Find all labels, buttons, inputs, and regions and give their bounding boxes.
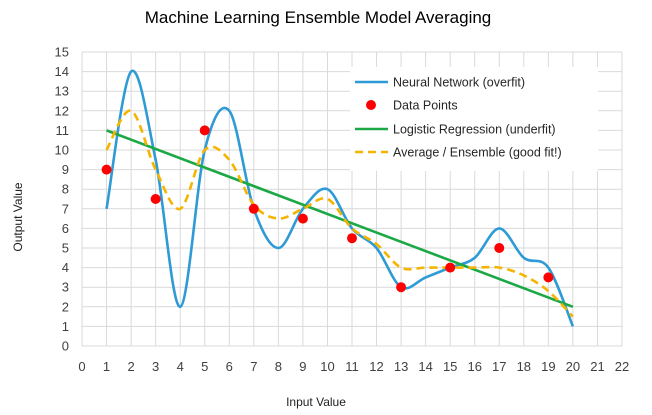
y-tick-label: 12 — [55, 103, 69, 118]
x-tick-label: 3 — [152, 359, 159, 374]
x-tick-label: 19 — [541, 359, 555, 374]
x-tick-labels: 0 1 2 3 4 5 6 7 8 9 10 11 12 13 14 15 16 17 18 19 20 21 22 — [78, 359, 629, 374]
x-tick-label: 14 — [418, 359, 432, 374]
x-tick-label: 22 — [615, 359, 629, 374]
y-tick-label: 8 — [62, 182, 69, 197]
data-point — [297, 213, 308, 224]
y-tick-label: 11 — [56, 123, 70, 138]
data-point — [347, 233, 357, 244]
x-tick-label: 12 — [369, 359, 383, 374]
x-tick-label: 7 — [250, 359, 257, 374]
data-point — [396, 282, 407, 293]
x-tick-label: 16 — [467, 359, 481, 374]
y-tick-label: 3 — [62, 280, 69, 295]
y-tick-label: 0 — [62, 339, 69, 354]
y-tick-label: 15 — [55, 45, 69, 60]
data-point — [248, 203, 259, 214]
series — [105, 69, 575, 327]
y-tick-label: 13 — [55, 84, 69, 99]
data-point — [101, 164, 112, 175]
data-point — [445, 262, 456, 273]
x-tick-label: 1 — [103, 359, 110, 374]
data-point — [199, 125, 210, 136]
x-tick-label: 8 — [275, 359, 282, 374]
logistic-regression-line — [106, 129, 574, 309]
y-tick-label: 4 — [62, 260, 69, 275]
x-tick-label: 20 — [566, 359, 580, 374]
legend-box — [350, 67, 598, 171]
y-tick-label: 10 — [55, 143, 69, 158]
x-tick-label: 6 — [226, 359, 233, 374]
data-points — [101, 125, 554, 293]
legend-label: Average / Ensemble (good fit!) — [393, 146, 562, 160]
legend-label: Data Points — [393, 99, 458, 113]
data-point — [150, 194, 161, 204]
data-point — [494, 243, 505, 253]
y-axis-label: Output Value — [11, 182, 25, 251]
y-tick-label: 7 — [62, 201, 69, 216]
x-tick-label: 18 — [517, 359, 531, 374]
x-tick-label: 0 — [78, 359, 85, 374]
x-tick-label: 4 — [177, 359, 184, 374]
y-tick-label: 2 — [62, 299, 69, 314]
y-tick-label: 1 — [62, 319, 69, 334]
x-tick-label: 13 — [394, 359, 408, 374]
x-axis-label: Input Value — [286, 395, 346, 409]
y-tick-label: 5 — [62, 241, 69, 256]
x-tick-label: 17 — [492, 359, 506, 374]
y-tick-label: 14 — [55, 64, 69, 79]
x-tick-label: 2 — [127, 359, 134, 374]
legend-marker-data-points — [366, 100, 376, 110]
y-tick-label: 6 — [62, 221, 69, 236]
x-tick-label: 9 — [299, 359, 306, 374]
ensemble-average-line — [105, 109, 574, 318]
x-tick-label: 15 — [443, 359, 457, 374]
legend-label: Neural Network (overfit) — [393, 76, 525, 90]
chart-title: Machine Learning Ensemble Model Averagin… — [145, 8, 492, 27]
y-tick-label: 9 — [62, 162, 69, 177]
data-point — [543, 272, 554, 283]
legend-label: Logistic Regression (underfit) — [393, 123, 556, 137]
legend: Neural Network (overfit) Data Points Logis… — [350, 67, 598, 171]
x-tick-label: 10 — [320, 359, 334, 374]
x-tick-label: 21 — [590, 359, 604, 374]
x-tick-label: 11 — [345, 359, 359, 374]
x-tick-label: 5 — [201, 359, 208, 374]
neural-network-line — [105, 69, 575, 327]
